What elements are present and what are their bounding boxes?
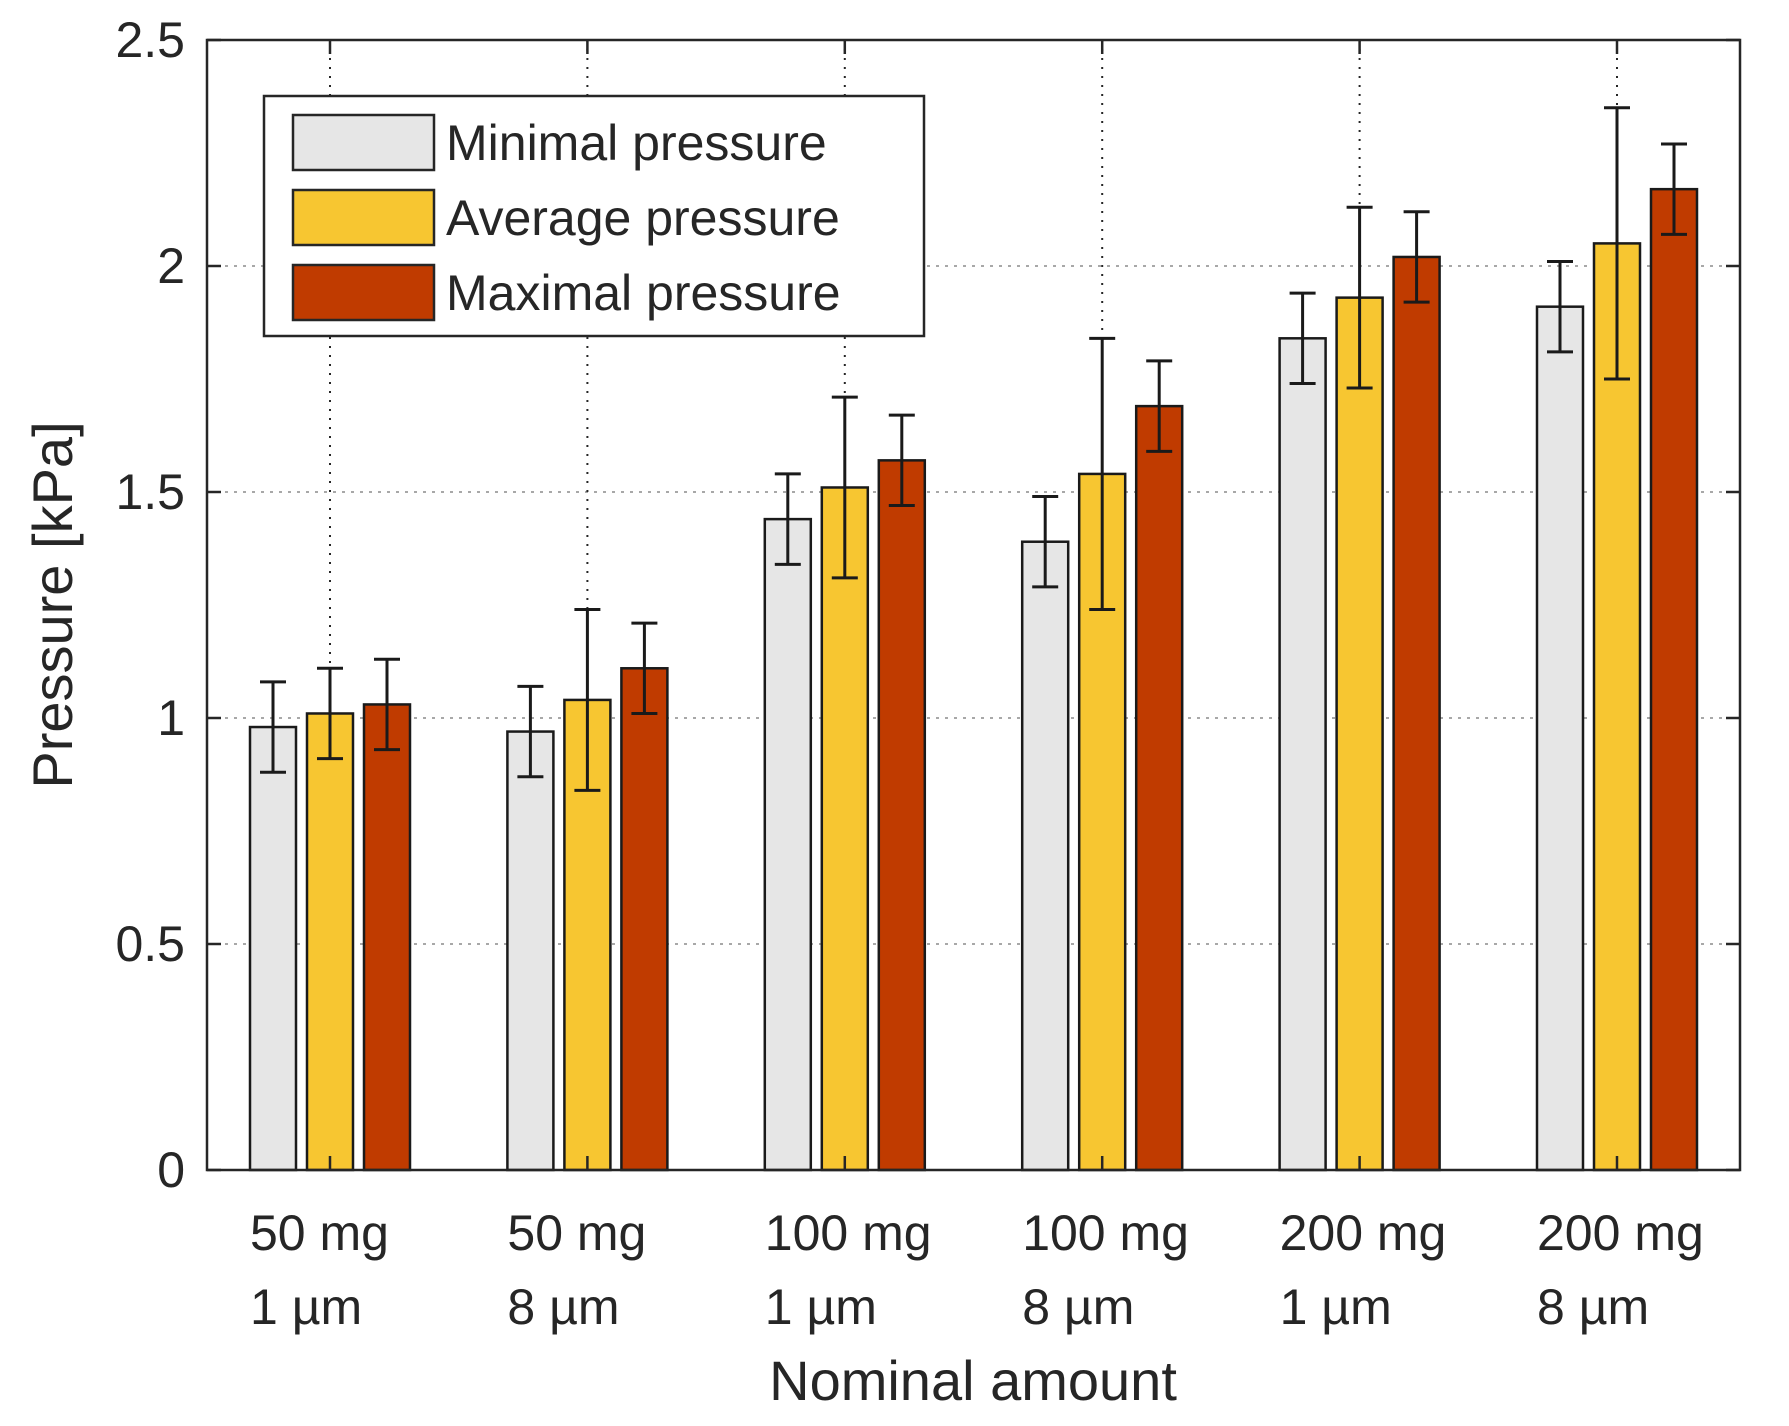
y-tick-label: 2 [157,238,185,294]
bar-series1-cat4 [1335,296,1384,1172]
x-tick-label-amount: 100 mg [765,1205,932,1261]
legend-swatch-maximal [291,263,436,322]
y-tick-label: 0 [157,1142,185,1198]
y-tick-label: 1 [157,690,185,746]
bar-series0-cat2 [763,517,813,1172]
x-tick-label-amount: 100 mg [1022,1205,1189,1261]
x-tick-label-amount: 200 mg [1280,1205,1447,1261]
legend-label-average: Average pressure [446,190,840,246]
y-tick-label: 1.5 [115,464,185,520]
bar-series0-cat1 [506,730,555,1172]
error-bar-series0-cat3 [1032,495,1059,589]
bar-series2-cat2 [877,459,927,1172]
error-bar-series0-cat5 [1547,259,1573,354]
bar-series2-cat0 [362,703,412,1172]
legend-label-maximal: Maximal pressure [446,265,841,321]
x-tick-label-size: 8 µm [1537,1279,1649,1335]
x-axis-label: Nominal amount [769,1349,1177,1412]
bar-series0-cat3 [1020,540,1070,1172]
x-tick-label-size: 1 µm [250,1279,362,1335]
bar-series0-cat4 [1278,337,1327,1172]
error-bar-series1-cat1 [574,608,601,792]
x-tick-label-size: 1 µm [1280,1279,1392,1335]
x-tick-label-size: 8 µm [507,1279,619,1335]
legend-swatch-minimal [291,113,436,172]
error-bar-series1-cat3 [1089,336,1116,612]
y-tick-label: 2.5 [115,12,185,68]
grid-lines [207,40,1740,1170]
legend-label-minimal: Minimal pressure [446,115,827,171]
error-bar-series2-cat4 [1403,210,1430,304]
error-bars [260,106,1687,792]
x-tick-label-amount: 50 mg [507,1205,646,1261]
error-bar-series2-cat0 [374,657,400,752]
bar-series0-cat5 [1535,305,1585,1172]
plot-frame [205,38,1742,1172]
bar-series2-cat5 [1649,187,1699,1172]
x-tick-label-amount: 50 mg [250,1205,389,1261]
error-bar-series2-cat3 [1146,359,1173,453]
bar-series1-cat2 [820,486,870,1172]
bar-series1-cat0 [305,712,355,1172]
error-bar-series2-cat5 [1661,142,1687,236]
error-bar-series1-cat4 [1346,205,1373,390]
error-bar-series0-cat2 [774,472,801,566]
error-bar-series0-cat4 [1289,291,1316,386]
y-tick-label: 0.5 [115,916,185,972]
y-axis-ticks: 0 0.5 1 1.5 2 2.5 [115,12,1740,1198]
bar-series2-cat1 [620,667,669,1172]
y-axis-label: Pressure [kPa] [21,421,84,788]
bar-series2-cat3 [1134,404,1184,1172]
x-axis-ticks: 50 mg 1 µm 50 mg 8 µm 100 mg 1 µm 100 mg 8 µm 20… [250,40,1704,1335]
x-tick-label-size: 8 µm [1022,1279,1134,1335]
legend: Minimal pressure Average pressure Maxima… [262,94,926,338]
error-bar-series0-cat0 [260,680,286,774]
x-tick-label-size: 1 µm [765,1279,877,1335]
bar-series1-cat5 [1592,242,1642,1172]
error-bar-series2-cat2 [888,413,915,508]
legend-swatch-average [291,188,436,247]
bar-series0-cat0 [248,725,298,1172]
error-bar-series0-cat1 [517,684,544,779]
error-bar-series2-cat1 [631,621,658,715]
x-tick-label-amount: 200 mg [1537,1205,1704,1261]
error-bar-series1-cat5 [1604,106,1630,381]
error-bar-series1-cat2 [831,395,858,580]
error-bar-series1-cat0 [317,666,343,761]
bar-series2-cat4 [1392,255,1441,1172]
